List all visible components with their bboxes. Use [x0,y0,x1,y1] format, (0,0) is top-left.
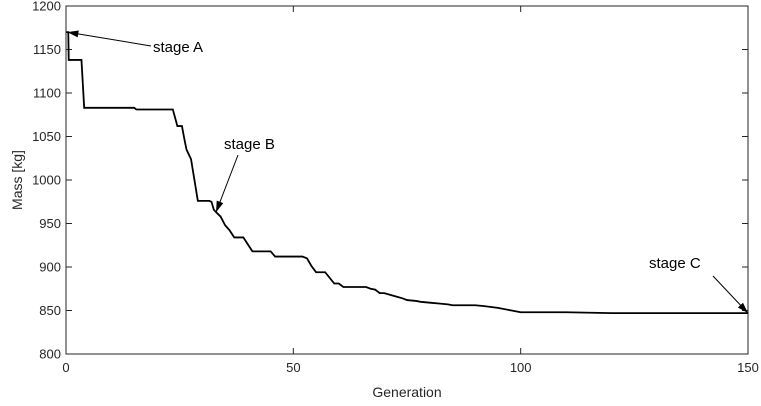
y-tick-label-1050: 1050 [32,129,61,144]
y-tick-label-800: 800 [39,347,61,362]
annotation-label-stage-c: stage C [649,255,701,272]
x-tick-label-50: 50 [286,360,300,375]
annotation-arrow-stage-a [67,31,152,47]
x-tick-labels: 0 50 100 150 [62,360,758,375]
y-tick-label-1200: 1200 [32,0,61,14]
x-tick-label-100: 100 [510,360,532,375]
y-tick-label-850: 850 [39,303,61,318]
annotations: stage A stage B stage C [67,30,749,314]
y-tick-label-1100: 1100 [33,86,61,101]
y-tick-label-1150: 1150 [33,42,61,57]
y-tick-labels: 800 850 900 950 1000 1050 1100 1150 1200 [32,0,61,362]
x-tick-label-0: 0 [62,360,69,375]
series-line-mass [66,31,748,315]
annotation-arrowhead-stage-b [216,200,224,213]
annotation-arrowhead-stage-a [67,30,79,38]
annotation-arrowhead-stage-c [737,302,748,314]
x-axis-title: Generation [372,384,441,400]
annotation-label-stage-a: stage A [153,39,203,56]
plot-area [66,6,748,354]
plot-frame [65,5,749,355]
y-tick-label-950: 950 [39,216,61,231]
annotation-label-stage-b: stage B [224,136,275,153]
y-tick-label-900: 900 [39,260,61,275]
y-tick-label-1000: 1000 [32,173,61,188]
x-tick-label-150: 150 [737,360,759,375]
y-axis-title: Mass [kg] [9,150,25,210]
